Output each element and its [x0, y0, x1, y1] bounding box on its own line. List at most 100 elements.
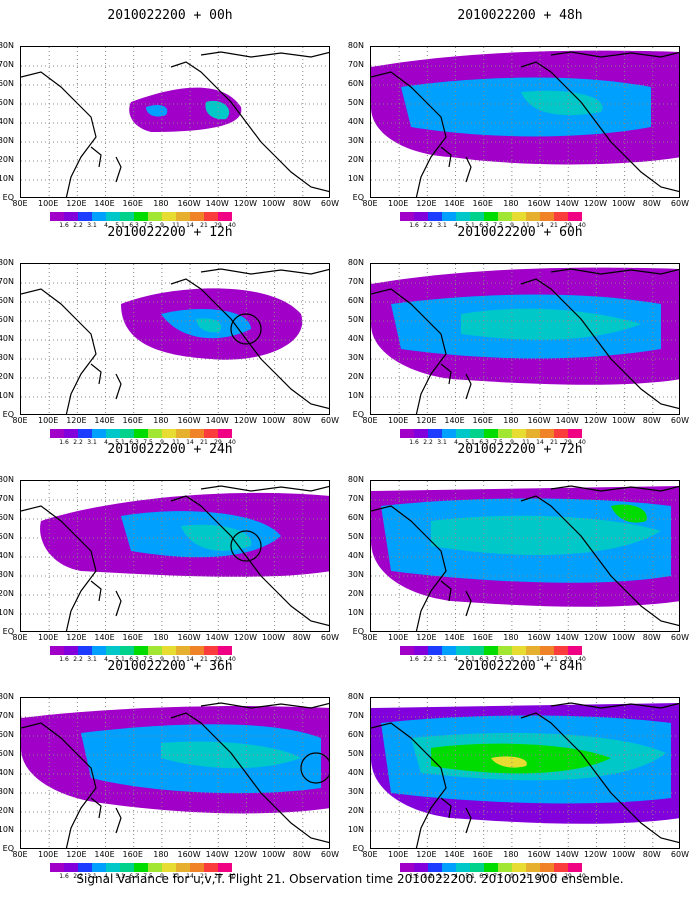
lon-label: 140W	[205, 850, 229, 859]
colorbar-label: 5.1	[465, 439, 475, 446]
colorbar-swatch	[190, 212, 204, 221]
colorbar	[50, 429, 232, 438]
lat-label: EQ	[2, 410, 14, 419]
colorbar-label: 5.1	[115, 439, 125, 446]
coastline	[371, 702, 679, 848]
map-panel: 2010022200 + 24h 80N 70N 60N 50N 40N 30N 20N 10N…	[0, 442, 340, 663]
colorbar-swatch	[218, 646, 232, 655]
lat-label: 80N	[0, 41, 14, 50]
lon-label: 120W	[583, 199, 608, 208]
lon-label: 140E	[94, 199, 115, 208]
coastline	[21, 485, 329, 631]
colorbar-label: 4	[454, 656, 458, 663]
colorbar-swatch	[218, 863, 232, 872]
colorbar-swatch	[526, 646, 540, 655]
colorbar-swatch	[568, 212, 582, 221]
colorbar-swatch	[484, 429, 498, 438]
lon-label: 80W	[292, 416, 311, 425]
variance-contour	[129, 87, 242, 132]
lon-label: 160E	[472, 850, 493, 859]
colorbar-swatch	[414, 212, 428, 221]
colorbar-swatch	[540, 863, 554, 872]
lat-label: 40N	[0, 768, 14, 777]
lon-label: 120W	[233, 850, 258, 859]
lat-label: 50N	[0, 749, 14, 758]
colorbar-label: 21	[550, 439, 558, 446]
colorbar-swatch	[50, 212, 64, 221]
lon-label: 140W	[555, 199, 579, 208]
colorbar-label: 40	[228, 439, 236, 446]
colorbar-swatch	[162, 429, 176, 438]
colorbar-swatch	[204, 429, 218, 438]
lon-label: 100W	[262, 199, 286, 208]
colorbar-label: 6.3	[129, 222, 139, 229]
colorbar-label: 11	[172, 222, 180, 229]
map-panel: 2010022200 + 12h 80N 70N 60N 50N 40N 30N 20N 10N…	[0, 225, 340, 446]
lon-label: 100E	[38, 633, 59, 642]
colorbar-swatch	[442, 646, 456, 655]
colorbar-swatch	[456, 212, 470, 221]
lat-label: 70N	[0, 711, 14, 720]
colorbar-label: 7.5	[493, 439, 503, 446]
lat-label: EQ	[352, 410, 364, 419]
lat-label: 70N	[347, 60, 364, 69]
colorbar-label: 9	[160, 439, 164, 446]
lon-label: 140W	[555, 850, 579, 859]
colorbar-label: 7.5	[143, 656, 153, 663]
lon-label: 80E	[12, 199, 28, 208]
lon-label: 120E	[416, 199, 437, 208]
lon-label: 80E	[362, 633, 378, 642]
colorbar-swatch	[554, 212, 568, 221]
lat-label: 60N	[0, 79, 14, 88]
colorbar-swatch	[218, 212, 232, 221]
lon-label: 80W	[292, 850, 311, 859]
colorbar-label: 7.5	[493, 656, 503, 663]
lat-label: 30N	[0, 136, 14, 145]
colorbar-swatch	[134, 429, 148, 438]
map-svg	[371, 481, 679, 631]
lon-label: 100E	[38, 416, 59, 425]
lat-label: 40N	[347, 551, 364, 560]
coastline	[371, 268, 679, 414]
colorbar-label: 21	[550, 873, 558, 880]
lon-label: 140E	[444, 416, 465, 425]
colorbar-label: 21	[200, 873, 208, 880]
lon-label: 140E	[444, 633, 465, 642]
colorbar-swatch	[568, 429, 582, 438]
lat-label: 70N	[0, 60, 14, 69]
lon-label: 140E	[444, 850, 465, 859]
panel-title: 2010022200 + 48h	[457, 8, 583, 23]
lon-label: 100W	[612, 416, 636, 425]
lat-label: 20N	[347, 589, 364, 598]
map-svg	[21, 481, 329, 631]
lon-label: 80W	[642, 633, 661, 642]
lat-label: 30N	[347, 570, 364, 579]
lat-label: 80N	[0, 258, 14, 267]
target-circle	[230, 313, 262, 345]
lat-label: 20N	[0, 155, 14, 164]
colorbar-swatch	[162, 863, 176, 872]
colorbar	[50, 863, 232, 872]
target-circle	[300, 752, 329, 784]
colorbar-swatch	[64, 429, 78, 438]
lon-label: 180	[503, 850, 519, 859]
colorbar-swatch	[92, 646, 106, 655]
colorbar-label: 4	[104, 439, 108, 446]
variance-contour	[611, 504, 647, 523]
colorbar-swatch	[512, 429, 526, 438]
lon-label: 80E	[362, 416, 378, 425]
colorbar-label: 40	[578, 656, 586, 663]
lat-label: 20N	[347, 806, 364, 815]
colorbar-swatch	[134, 646, 148, 655]
colorbar-swatch	[176, 646, 190, 655]
lon-label: 160W	[527, 199, 551, 208]
lat-label: 10N	[347, 608, 364, 617]
lon-label: 140E	[94, 633, 115, 642]
lon-label: 160E	[122, 633, 143, 642]
coastline	[21, 51, 329, 197]
colorbar-label: 1.6	[59, 656, 69, 663]
panel-title: 2010022200 + 72h	[457, 442, 583, 457]
colorbar-swatch	[442, 212, 456, 221]
colorbar-label: 6.3	[129, 439, 139, 446]
lon-label: 120E	[416, 850, 437, 859]
